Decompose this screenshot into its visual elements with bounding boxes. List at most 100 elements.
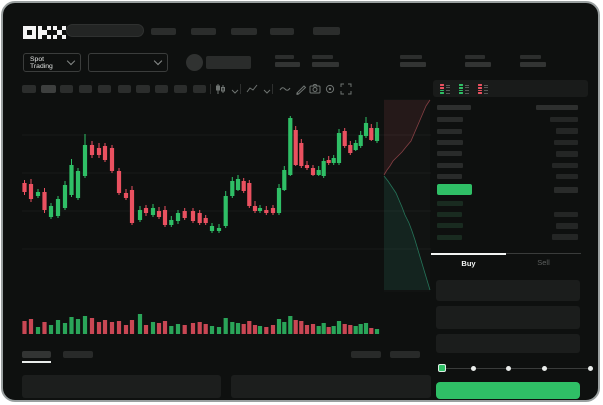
price-chart[interactable] bbox=[3, 3, 600, 402]
percent-slider-stop[interactable] bbox=[470, 366, 476, 371]
orderbook-bid-row[interactable] bbox=[437, 209, 578, 220]
okx-logo[interactable] bbox=[23, 26, 67, 40]
candle-body bbox=[331, 158, 336, 163]
percent-slider-handle[interactable] bbox=[438, 364, 446, 372]
orderbook-ask-row[interactable] bbox=[437, 160, 578, 171]
chevron-down-icon[interactable] bbox=[229, 86, 241, 98]
candle-body bbox=[348, 145, 353, 153]
price-field[interactable] bbox=[436, 280, 580, 301]
volume-bar bbox=[223, 318, 228, 334]
ticker-stat-2 bbox=[312, 55, 339, 67]
search-input[interactable] bbox=[66, 24, 144, 37]
volume-bar bbox=[190, 323, 196, 334]
candle-style-icon[interactable] bbox=[214, 83, 226, 95]
tab-buy[interactable]: Buy bbox=[431, 253, 506, 271]
orderbook-last-price-row[interactable] bbox=[437, 182, 578, 197]
candle-body bbox=[89, 145, 95, 155]
orderbook-view-both-icon[interactable] bbox=[440, 83, 451, 94]
candle-body bbox=[69, 165, 74, 195]
candle-body bbox=[28, 184, 34, 199]
percent-slider-stop[interactable] bbox=[505, 366, 511, 371]
volume-bar bbox=[316, 326, 321, 334]
candle-body bbox=[156, 211, 162, 217]
timeframe-button-10[interactable] bbox=[193, 85, 206, 93]
candle-body bbox=[203, 218, 208, 223]
orderbook-ask-row[interactable] bbox=[437, 148, 578, 159]
volume-bar bbox=[197, 322, 202, 334]
candle-body bbox=[293, 130, 298, 165]
pair-selector-dropdown[interactable] bbox=[88, 53, 168, 72]
orderbook-bid-row[interactable] bbox=[437, 232, 578, 243]
market-type-dropdown[interactable]: Spot Trading bbox=[23, 53, 81, 72]
orderbook-ask-row[interactable] bbox=[437, 171, 578, 182]
coin-avatar bbox=[186, 54, 203, 71]
bottom-summary-right bbox=[231, 375, 431, 398]
timeframe-button-9[interactable] bbox=[174, 85, 187, 93]
bottom-tab-2[interactable] bbox=[63, 351, 93, 358]
candle-body bbox=[235, 179, 241, 190]
orderbook-view-bids-icon[interactable] bbox=[459, 83, 470, 94]
volume-bar bbox=[252, 325, 258, 334]
total-field[interactable] bbox=[436, 334, 580, 353]
volume-bar bbox=[336, 321, 342, 334]
percent-slider-stop[interactable] bbox=[587, 366, 593, 371]
timeframe-button-2-active[interactable] bbox=[41, 85, 56, 93]
orderbook-bid-row[interactable] bbox=[437, 220, 578, 231]
orderbook-panel bbox=[431, 99, 593, 243]
timeframe-button-6[interactable] bbox=[118, 85, 131, 93]
nav-item-3[interactable] bbox=[231, 28, 257, 35]
candle-body bbox=[264, 210, 269, 213]
volume-bar bbox=[75, 319, 81, 334]
fullscreen-icon[interactable] bbox=[340, 83, 352, 95]
tab-sell[interactable]: Sell bbox=[506, 253, 581, 271]
timeframe-button-7[interactable] bbox=[136, 85, 150, 93]
percent-slider-stop[interactable] bbox=[541, 366, 547, 371]
draw-pencil-icon[interactable] bbox=[295, 83, 307, 95]
buy-button[interactable] bbox=[436, 382, 580, 399]
orderbook-bid-row[interactable] bbox=[437, 197, 578, 208]
nav-item-2[interactable] bbox=[191, 28, 216, 35]
candle-body bbox=[209, 226, 215, 231]
volume-bar bbox=[282, 322, 287, 334]
candle-body bbox=[270, 208, 276, 213]
trade-side-tabs: Buy Sell bbox=[431, 253, 581, 271]
bottom-action-2[interactable] bbox=[390, 351, 420, 358]
nav-item-4[interactable] bbox=[270, 28, 294, 35]
bottom-tab-1-active[interactable] bbox=[22, 351, 51, 358]
timeframe-button-8[interactable] bbox=[155, 85, 168, 93]
orderbook-header[interactable] bbox=[437, 101, 578, 114]
orderbook-toolbar bbox=[433, 80, 588, 97]
nav-item-5[interactable] bbox=[313, 27, 340, 35]
camera-icon[interactable] bbox=[309, 83, 321, 95]
line-chart-icon[interactable] bbox=[279, 83, 291, 95]
orderbook-ask-row[interactable] bbox=[437, 137, 578, 148]
percent-slider-track[interactable] bbox=[442, 368, 590, 369]
candle-body bbox=[75, 171, 81, 198]
chevron-down-icon[interactable] bbox=[261, 86, 273, 98]
candle-body bbox=[288, 118, 293, 175]
orderbook-view-asks-icon[interactable] bbox=[478, 83, 489, 94]
orderbook-ask-row[interactable] bbox=[437, 114, 578, 125]
volume-bar bbox=[116, 321, 122, 334]
candle-body bbox=[276, 188, 282, 213]
indicators-icon[interactable] bbox=[246, 83, 258, 95]
volume-bar bbox=[150, 322, 156, 334]
candle-body bbox=[42, 192, 47, 210]
market-type-label: Spot Trading bbox=[30, 55, 53, 70]
candle-body bbox=[22, 183, 27, 192]
volume-bar bbox=[69, 317, 74, 334]
bottom-action-1[interactable] bbox=[351, 351, 381, 358]
volume-bar bbox=[162, 321, 168, 334]
amount-field[interactable] bbox=[436, 306, 580, 329]
timeframe-button-3[interactable] bbox=[60, 85, 73, 93]
volume-bar bbox=[89, 318, 95, 334]
nav-item-1[interactable] bbox=[151, 28, 176, 35]
timeframe-button-5[interactable] bbox=[98, 85, 111, 93]
timeframe-button-1[interactable] bbox=[22, 85, 36, 93]
settings-gear-icon[interactable] bbox=[324, 83, 336, 95]
orderbook-ask-row[interactable] bbox=[437, 125, 578, 136]
candle-body bbox=[150, 208, 156, 215]
candle-body bbox=[48, 206, 54, 217]
timeframe-button-4[interactable] bbox=[79, 85, 92, 93]
